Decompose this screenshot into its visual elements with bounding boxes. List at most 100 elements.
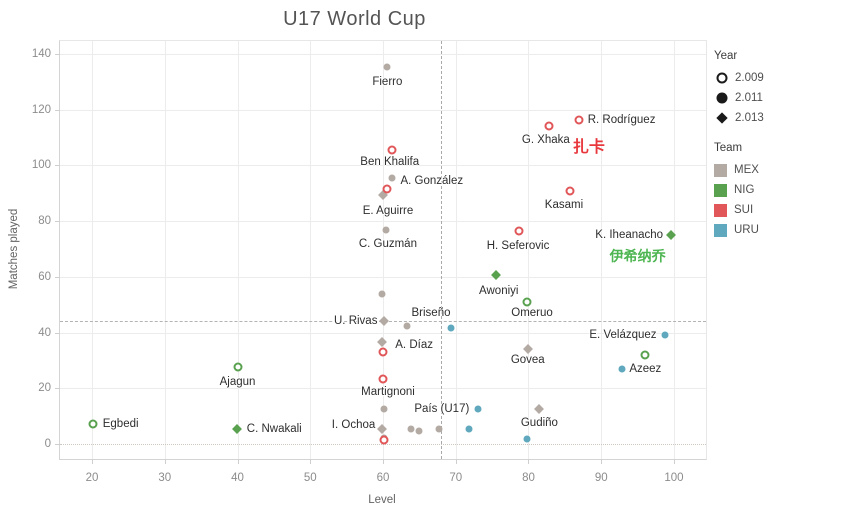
chart-title: U17 World Cup — [283, 8, 426, 30]
tickmark-y-80 — [55, 221, 60, 223]
legend-item-year-2.011[interactable]: 2.011 — [714, 88, 849, 108]
point-label: Govea — [510, 354, 545, 367]
point-label: H. Seferovic — [486, 239, 550, 252]
data-point[interactable] — [534, 404, 545, 415]
gridline-y-40 — [60, 332, 706, 334]
tickmark-y-60 — [55, 276, 60, 278]
point-label: Egbedi — [102, 418, 139, 431]
point-label: Fierro — [372, 75, 403, 88]
legend-year-title: Year — [714, 50, 738, 62]
filled-circle-icon — [714, 91, 729, 106]
y-tick-label: 40 — [38, 326, 51, 339]
gridline-y-20 — [60, 388, 706, 390]
x-tick-label: 30 — [158, 472, 172, 484]
x-tick-label: 50 — [303, 472, 317, 484]
open-circle-icon — [714, 71, 729, 86]
point-label: Awoniyi — [479, 285, 519, 298]
tickmark-x-30 — [164, 459, 166, 464]
legend-item-team-URU[interactable]: URU — [714, 220, 849, 240]
data-point[interactable] — [523, 435, 531, 443]
data-point[interactable] — [435, 425, 443, 433]
data-point[interactable] — [574, 115, 584, 125]
legend-team-items: MEX NIG SUI URU — [714, 160, 849, 240]
data-point[interactable] — [522, 297, 532, 307]
tickmark-y-20 — [55, 388, 60, 390]
y-tick-label: 100 — [31, 159, 51, 172]
data-point[interactable] — [640, 350, 650, 360]
x-tick-label: 20 — [85, 472, 99, 484]
data-point[interactable] — [387, 145, 397, 155]
data-point[interactable] — [661, 331, 669, 339]
tickmark-y-100 — [55, 165, 60, 167]
data-point[interactable] — [380, 405, 388, 413]
legend-item-team-MEX[interactable]: MEX — [714, 160, 849, 180]
data-point[interactable] — [378, 374, 388, 384]
data-point[interactable] — [415, 427, 423, 435]
legend-item-team-NIG[interactable]: NIG — [714, 180, 849, 200]
point-label: R. Rodríguez — [587, 113, 656, 126]
data-point[interactable] — [231, 423, 242, 434]
legend-label: 2.011 — [735, 92, 763, 104]
point-label: E. Velázquez — [589, 329, 657, 342]
data-point[interactable] — [377, 337, 388, 348]
point-label: Martignoni — [361, 385, 415, 398]
legend-team-title: Team — [714, 142, 743, 154]
gridline-y-100 — [60, 165, 706, 167]
gridline-x-100 — [673, 41, 675, 459]
data-point[interactable] — [378, 290, 386, 298]
tickmark-x-50 — [310, 459, 312, 464]
data-point[interactable] — [565, 186, 575, 196]
data-point[interactable] — [447, 324, 455, 332]
data-point[interactable] — [233, 362, 242, 372]
data-point[interactable] — [403, 322, 411, 330]
data-point[interactable] — [388, 174, 396, 182]
data-point[interactable] — [382, 184, 392, 194]
legend-item-year-2.013[interactable]: 2.013 — [714, 108, 849, 128]
y-tick-label: 140 — [31, 48, 51, 61]
swatch-icon — [714, 223, 727, 237]
y-tick-label: 120 — [31, 103, 51, 116]
data-point[interactable] — [377, 423, 388, 434]
gridline-x-70 — [455, 41, 457, 459]
data-point[interactable] — [618, 365, 626, 373]
point-label: Azeez — [629, 362, 662, 375]
gridline-x-80 — [528, 41, 530, 459]
data-point[interactable] — [490, 270, 501, 281]
y-tick-label: 0 — [44, 437, 51, 450]
y-tick-label: 60 — [38, 270, 51, 283]
point-label: Kasami — [544, 198, 584, 211]
x-tick-label: 40 — [231, 472, 244, 484]
data-point[interactable] — [522, 344, 533, 355]
tickmark-x-80 — [528, 459, 530, 464]
tickmark-x-40 — [237, 459, 239, 464]
legend-item-team-SUI[interactable]: SUI — [714, 200, 849, 220]
data-point[interactable] — [514, 226, 524, 236]
data-point[interactable] — [474, 405, 482, 413]
tickmark-x-70 — [455, 459, 457, 464]
gridline-y-120 — [60, 109, 706, 111]
x-tick-label: 70 — [449, 472, 463, 484]
point-label: A. González — [400, 175, 464, 187]
point-label: Ajagun — [219, 376, 256, 389]
data-point[interactable] — [383, 63, 391, 71]
annotation-0: 扎卡 — [572, 138, 605, 156]
data-point[interactable] — [465, 425, 473, 433]
data-point[interactable] — [544, 121, 554, 131]
gridline-x-30 — [164, 41, 166, 459]
tickmark-x-100 — [673, 459, 675, 464]
point-label: I. Ochoa — [331, 418, 376, 431]
point-label: Gudiño — [520, 417, 558, 430]
tickmark-x-20 — [92, 459, 93, 464]
legend-item-year-2.009[interactable]: 2.009 — [714, 68, 849, 88]
data-point[interactable] — [382, 226, 390, 234]
legend-year-items: 2.009 2.011 2.013 — [714, 68, 849, 128]
data-point[interactable] — [407, 425, 415, 433]
data-point[interactable] — [378, 347, 388, 357]
legend-label: URU — [734, 224, 759, 236]
swatch-icon — [714, 203, 727, 217]
data-point[interactable] — [379, 435, 389, 445]
legend-label: 2.009 — [735, 72, 764, 84]
data-point[interactable] — [88, 419, 98, 429]
point-label: Ben Khalifa — [360, 156, 420, 169]
data-point[interactable] — [379, 316, 390, 327]
